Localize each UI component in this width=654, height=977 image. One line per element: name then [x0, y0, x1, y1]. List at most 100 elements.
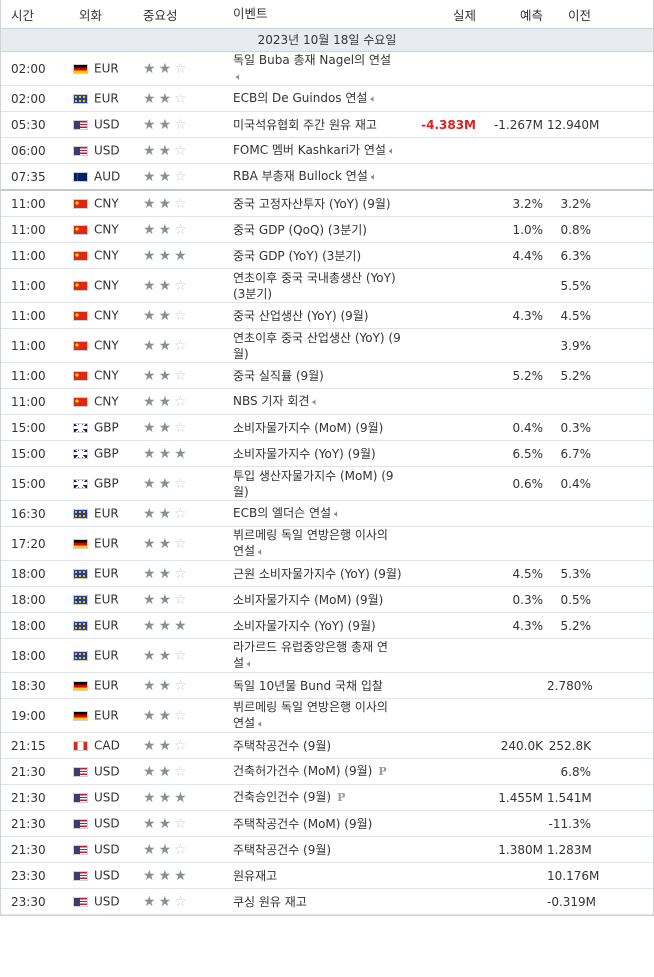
- forecast-value: 4.5%: [512, 566, 544, 581]
- event-name[interactable]: ECB의 De Guindos 연설 🔈︎: [229, 90, 415, 108]
- event-name[interactable]: 소비자물가지수 (YoY) (9월): [229, 618, 415, 634]
- table-row[interactable]: 19:00 EUR ★ ★ ☆ 뷔르메링 독일 연방은행 이사의 연설 🔈︎: [1, 699, 653, 733]
- header-importance[interactable]: 중요성: [143, 7, 178, 23]
- importance-rating: ★ ★ ☆: [139, 476, 229, 491]
- star-filled-icon: ★: [143, 307, 156, 324]
- table-row[interactable]: 15:00 GBP ★ ★ ☆ 투입 생산자물가지수 (MoM) (9 월) 0.6% 0.4%: [1, 467, 653, 501]
- event-name[interactable]: NBS 기자 회견 🔈︎: [229, 393, 415, 411]
- star-empty-icon: ☆: [174, 307, 187, 324]
- table-row[interactable]: 07:35 AUD ★ ★ ☆ RBA 부총재 Bullock 연설 🔈︎: [1, 164, 653, 191]
- event-name[interactable]: 근원 소비자물가지수 (YoY) (9월): [229, 566, 415, 582]
- event-name-text: 건축허가건수 (MoM) (9월): [233, 764, 373, 778]
- event-name[interactable]: 중국 GDP (YoY) (3분기): [229, 248, 415, 264]
- table-row[interactable]: 02:00 EUR ★ ★ ☆ 독일 Buba 총재 Nagel의 연설 🔈︎: [1, 52, 653, 86]
- event-name[interactable]: 독일 Buba 총재 Nagel의 연설 🔈︎: [229, 52, 415, 86]
- event-name[interactable]: 뷔르메링 독일 연방은행 이사의 연설 🔈︎: [229, 699, 415, 733]
- table-row[interactable]: 21:30 USD ★ ★ ☆ 주택착공건수 (9월) 1.380M 1.283M: [1, 837, 653, 863]
- table-row[interactable]: 11:00 CNY ★ ★ ☆ 중국 고정자산투자 (YoY) (9월) 3.2% 3.2%: [1, 191, 653, 217]
- table-row[interactable]: 05:30 USD ★ ★ ☆ 미국석유협회 주간 원유 재고 -4.383M -1.267M…: [1, 112, 653, 138]
- event-name[interactable]: 중국 GDP (QoQ) (3분기): [229, 222, 415, 238]
- table-row[interactable]: 18:00 EUR ★ ★ ★ 소비자물가지수 (YoY) (9월) 4.3% 5.2%: [1, 613, 653, 639]
- table-row[interactable]: 11:00 CNY ★ ★ ☆ NBS 기자 회견 🔈︎: [1, 389, 653, 415]
- previous-value: 2.780%: [547, 678, 593, 693]
- importance-rating: ★ ★ ☆: [139, 816, 229, 831]
- event-name[interactable]: 중국 고정자산투자 (YoY) (9월): [229, 196, 415, 212]
- currency-code: CNY: [94, 394, 119, 409]
- table-row[interactable]: 11:00 CNY ★ ★ ☆ 중국 GDP (QoQ) (3분기) 1.0% 0.8%: [1, 217, 653, 243]
- header-previous[interactable]: 이전: [567, 7, 591, 23]
- event-name-text: 중국 산업생산 (YoY) (9월): [233, 308, 369, 323]
- event-name[interactable]: 소비자물가지수 (YoY) (9월): [229, 446, 415, 462]
- event-name[interactable]: 뷔르메링 독일 연방은행 이사의 연설 🔈︎: [229, 527, 415, 561]
- event-name-text: 연설: [233, 715, 256, 730]
- table-row[interactable]: 11:00 CNY ★ ★ ★ 중국 GDP (YoY) (3분기) 4.4% 6.3%: [1, 243, 653, 269]
- table-row[interactable]: 23:30 USD ★ ★ ★ 원유재고 10.176M: [1, 863, 653, 889]
- event-name[interactable]: 연초이후 중국 국내총생산 (YoY) (3분기): [229, 270, 415, 302]
- canada-flag-icon: [73, 740, 88, 751]
- event-name-text: 소비자물가지수 (YoY) (9월): [233, 446, 376, 461]
- event-name[interactable]: 라가르드 유럽중앙은행 총재 연 설 🔈︎: [229, 639, 415, 673]
- importance-rating: ★ ★ ☆: [139, 169, 229, 184]
- event-name[interactable]: 연초이후 중국 산업생산 (YoY) (9 월): [229, 330, 415, 362]
- forecast-value: 4.4%: [512, 248, 544, 263]
- table-row[interactable]: 18:00 EUR ★ ★ ☆ 소비자물가지수 (MoM) (9월) 0.3% 0.5%: [1, 587, 653, 613]
- star-filled-icon: ★: [143, 893, 156, 910]
- table-row[interactable]: 21:30 USD ★ ★ ★ 건축승인건수 (9월) P 1.455M 1.541M: [1, 785, 653, 811]
- event-name[interactable]: 소비자물가지수 (MoM) (9월): [229, 592, 415, 608]
- star-empty-icon: ☆: [174, 763, 187, 780]
- event-name[interactable]: 건축허가건수 (MoM) (9월) P: [229, 763, 415, 780]
- table-row[interactable]: 06:00 USD ★ ★ ☆ FOMC 멤버 Kashkari가 연설 🔈︎: [1, 138, 653, 164]
- event-name[interactable]: FOMC 멤버 Kashkari가 연설 🔈︎: [229, 142, 415, 160]
- star-filled-icon: ★: [143, 565, 156, 582]
- table-row[interactable]: 23:30 USD ★ ★ ☆ 쿠싱 원유 재고 -0.319M: [1, 889, 653, 915]
- event-name[interactable]: 원유재고: [229, 868, 415, 884]
- previous-value: 12.940M: [547, 117, 600, 132]
- event-name[interactable]: 소비자물가지수 (MoM) (9월): [229, 420, 415, 436]
- event-name[interactable]: 건축승인건수 (9월) P: [229, 789, 415, 806]
- event-name[interactable]: 독일 10년물 Bund 국채 입찰: [229, 678, 415, 694]
- header-event[interactable]: 이벤트: [233, 6, 268, 21]
- header-currency[interactable]: 외화: [79, 7, 103, 23]
- star-empty-icon: ☆: [174, 505, 187, 522]
- table-row[interactable]: 11:00 CNY ★ ★ ☆ 연초이후 중국 국내총생산 (YoY) (3분기) 5.5%: [1, 269, 653, 303]
- event-name-text: ECB의 De Guindos 연설: [233, 90, 368, 105]
- table-row[interactable]: 16:30 EUR ★ ★ ☆ ECB의 엘더슨 연설 🔈︎: [1, 501, 653, 527]
- table-row[interactable]: 11:00 CNY ★ ★ ☆ 중국 산업생산 (YoY) (9월) 4.3% 4.5%: [1, 303, 653, 329]
- table-row[interactable]: 21:30 USD ★ ★ ☆ 주택착공건수 (MoM) (9월) -11.3%: [1, 811, 653, 837]
- table-row[interactable]: 18:30 EUR ★ ★ ☆ 독일 10년물 Bund 국채 입찰 2.780%: [1, 673, 653, 699]
- star-filled-icon: ★: [158, 505, 172, 522]
- table-row[interactable]: 15:00 GBP ★ ★ ★ 소비자물가지수 (YoY) (9월) 6.5% 6.7%: [1, 441, 653, 467]
- star-filled-icon: ★: [158, 815, 172, 832]
- event-name[interactable]: 주택착공건수 (9월): [229, 842, 415, 858]
- event-name[interactable]: RBA 부총재 Bullock 연설 🔈︎: [229, 168, 415, 186]
- star-filled-icon: ★: [158, 277, 172, 294]
- table-row[interactable]: 21:15 CAD ★ ★ ☆ 주택착공건수 (9월) 240.0K 252.8K: [1, 733, 653, 759]
- table-row[interactable]: 11:00 CNY ★ ★ ☆ 중국 실직률 (9월) 5.2% 5.2%: [1, 363, 653, 389]
- event-currency: EUR: [73, 708, 139, 723]
- table-row[interactable]: 15:00 GBP ★ ★ ☆ 소비자물가지수 (MoM) (9월) 0.4% 0.3%: [1, 415, 653, 441]
- header-time[interactable]: 시간: [11, 7, 35, 23]
- previous-value: 10.176M: [547, 868, 600, 883]
- event-name[interactable]: 주택착공건수 (MoM) (9월): [229, 816, 415, 832]
- table-row[interactable]: 18:00 EUR ★ ★ ☆ 라가르드 유럽중앙은행 총재 연 설 🔈︎: [1, 639, 653, 673]
- event-name[interactable]: 투입 생산자물가지수 (MoM) (9 월): [229, 468, 415, 500]
- importance-rating: ★ ★ ☆: [139, 708, 229, 723]
- header-actual[interactable]: 실제: [452, 7, 476, 23]
- table-row[interactable]: 21:30 USD ★ ★ ☆ 건축허가건수 (MoM) (9월) P 6.8%: [1, 759, 653, 785]
- event-name[interactable]: 미국석유협회 주간 원유 재고: [229, 117, 415, 133]
- previous-value: 0.8%: [560, 222, 592, 237]
- star-empty-icon: ☆: [174, 221, 187, 238]
- event-name[interactable]: 중국 실직률 (9월): [229, 368, 415, 384]
- event-name[interactable]: ECB의 엘더슨 연설 🔈︎: [229, 505, 415, 523]
- previous-value: -0.319M: [547, 894, 597, 909]
- event-name[interactable]: 중국 산업생산 (YoY) (9월): [229, 308, 415, 324]
- importance-rating: ★ ★ ☆: [139, 536, 229, 551]
- star-filled-icon: ★: [158, 647, 172, 664]
- table-row[interactable]: 02:00 EUR ★ ★ ☆ ECB의 De Guindos 연설 🔈︎: [1, 86, 653, 112]
- header-forecast[interactable]: 예측: [519, 7, 543, 23]
- event-name[interactable]: 주택착공건수 (9월): [229, 738, 415, 754]
- event-name[interactable]: 쿠싱 원유 재고: [229, 894, 415, 910]
- table-row[interactable]: 11:00 CNY ★ ★ ☆ 연초이후 중국 산업생산 (YoY) (9 월) 3.9%: [1, 329, 653, 363]
- table-row[interactable]: 18:00 EUR ★ ★ ☆ 근원 소비자물가지수 (YoY) (9월) 4.5% 5.3%: [1, 561, 653, 587]
- table-row[interactable]: 17:20 EUR ★ ★ ☆ 뷔르메링 독일 연방은행 이사의 연설 🔈︎: [1, 527, 653, 561]
